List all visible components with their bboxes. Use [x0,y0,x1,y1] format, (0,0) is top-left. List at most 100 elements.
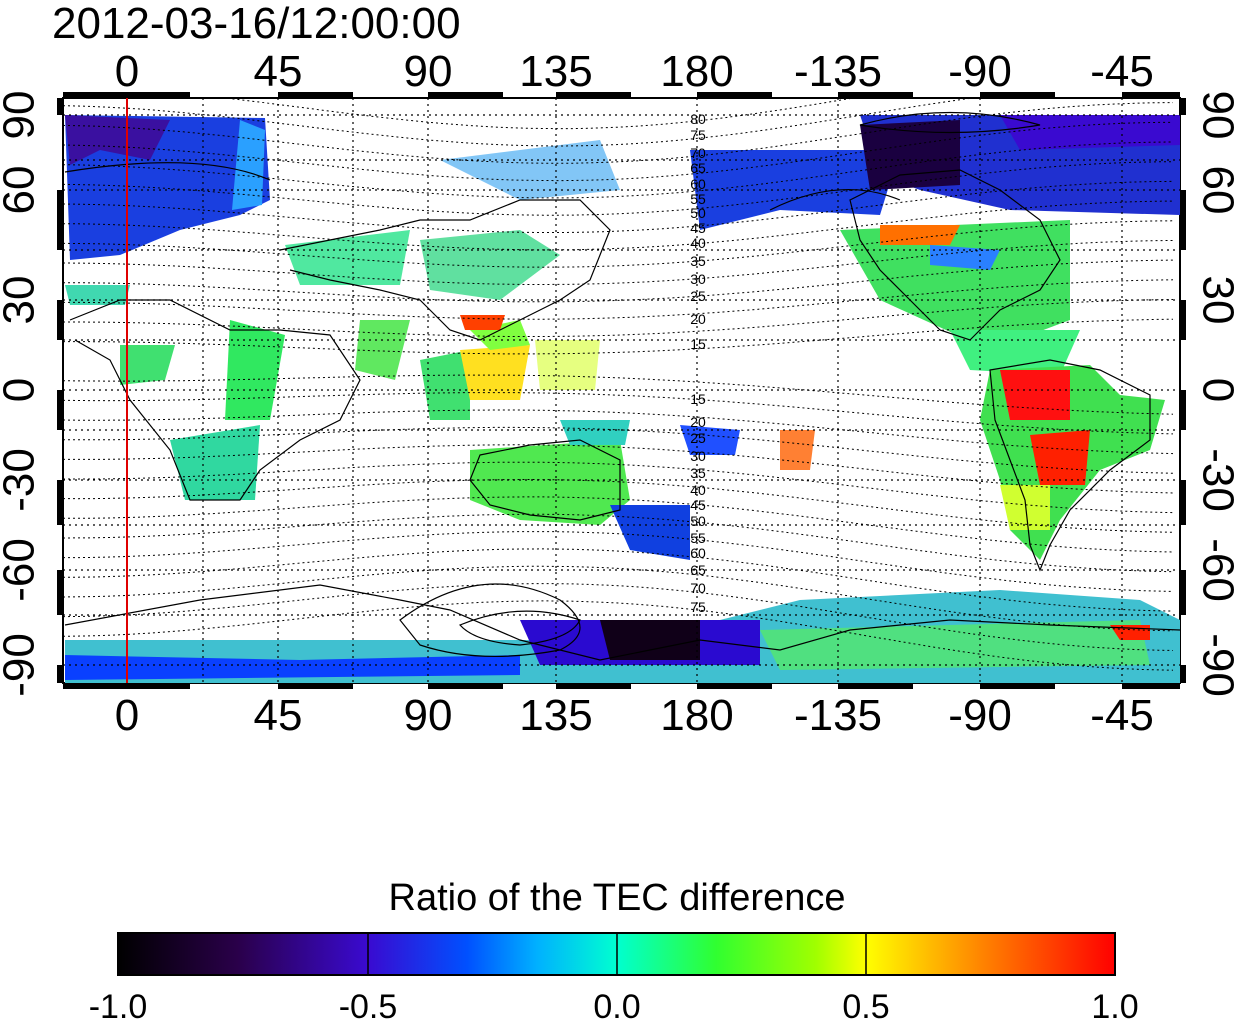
frame-tick [1122,92,1180,98]
latitude-tick-label: -30 [0,448,44,512]
contour-line [63,478,1174,533]
contour-label: 65 [690,562,706,578]
left-latitude-axis: 90 60 30 0 -30 -60 -90 [0,91,44,697]
latitude-tick-label: -90 [0,633,44,697]
latitude-tick-label: 60 [1193,166,1240,215]
frame-tick [57,665,63,683]
contour-label: 60 [690,545,706,561]
contour-label: 35 [690,253,706,269]
colorbar-tick-label: 0.0 [593,988,640,1024]
longitude-tick-label: -135 [794,691,882,740]
magnetic-latitude-contours [63,98,1174,671]
frame-tick [1122,683,1180,689]
latitude-tick-label: -30 [1193,448,1240,512]
frame-tick [57,570,63,615]
contour-line [63,392,1174,435]
contour-label: 75 [690,599,706,615]
longitude-tick-label: -45 [1090,47,1154,96]
contour-label: 80 [690,111,706,127]
contour-line [63,531,1174,592]
longitude-tick-label: -90 [948,691,1012,740]
frame-tick [697,683,772,689]
frame-tick [980,92,1055,98]
latitude-tick-label: 30 [0,276,44,325]
contour-label: 55 [690,530,706,546]
longitude-tick-label: 0 [115,691,139,740]
longitude-tick-label: -45 [1090,691,1154,740]
contour-line [63,259,1174,303]
frame-tick [1180,665,1186,683]
colorbar-tick-label: 0.5 [842,988,889,1024]
contour-label: 50 [690,513,706,529]
contour-line [63,444,1174,494]
contour-line [63,299,1174,337]
latitude-tick-label: 60 [0,166,44,215]
latitude-tick-label: 30 [1193,276,1240,325]
contour-label: 65 [690,160,706,176]
colorbar-title: Ratio of the TEC difference [389,877,846,919]
contour-line [63,513,1174,573]
frame-tick [57,300,63,340]
colorbar-tick-label: 1.0 [1091,988,1138,1024]
contour-label: 35 [690,465,706,481]
latitude-tick-label: 90 [0,91,44,140]
contour-line [63,426,1174,474]
longitude-tick-label: 45 [254,47,303,96]
longitude-tick-label: -135 [794,47,882,96]
contour-line [63,583,1174,651]
frame-tick [57,390,63,430]
latitude-tick-label: -60 [0,538,44,602]
contour-label: 40 [690,482,706,498]
contour-line [63,279,1174,320]
contour-label-group: 8075706560555045403530252015152025303540… [690,111,706,615]
frame-tick [1180,190,1186,250]
frame-tick [57,480,63,525]
contour-line [63,565,1174,632]
contour-line [63,102,1174,164]
contour-label: 25 [690,430,706,446]
frame-tick [57,190,63,250]
frame-tick [1180,390,1186,430]
right-latitude-axis: 90 60 30 0 -30 -60 -90 [1193,91,1240,697]
contour-label: 40 [690,235,706,251]
contour-label: 15 [690,336,706,352]
longitude-tick-label: 135 [519,47,592,96]
contour-line [63,161,1174,216]
frame-tick [63,92,190,98]
contour-label: 55 [690,191,706,207]
contour-label: 30 [690,448,706,464]
latitude-tick-label: -60 [1193,538,1240,602]
contour-line [63,98,976,147]
frame-tick [428,92,503,98]
bottom-longitude-axis: 0 45 90 135 180 -135 -90 -45 [115,691,1154,740]
contour-label: 25 [690,288,706,304]
figure-title: 2012-03-16/12:00:00 [52,0,461,48]
latitude-tick-label: -90 [1193,633,1240,697]
frame-tick [556,683,631,689]
longitude-tick-label: 90 [404,691,453,740]
frame-tick [838,92,913,98]
tec-data-layer [65,115,1180,683]
latitude-tick-label: 0 [0,378,44,402]
contour-label: 45 [690,220,706,236]
contour-line [221,98,857,130]
frame-tick [980,683,1055,689]
longitude-tick-label: 180 [660,47,733,96]
contour-label: 70 [690,145,706,161]
contour-label: 60 [690,176,706,192]
frame-tick [1180,480,1186,525]
contour-line [63,200,1174,251]
frame-tick [1180,570,1186,615]
contour-line [63,461,1174,514]
frame-tick [1180,300,1186,340]
contour-line [63,548,1174,612]
contour-label: 20 [690,414,706,430]
contour-label: 15 [690,391,706,407]
contour-line [63,496,1174,553]
frame-tick [57,98,63,115]
colorbar-tick-labels: -1.0 -0.5 0.0 0.5 1.0 [89,933,1139,1024]
contour-label: 75 [690,127,706,143]
contour-line [63,240,1174,285]
frame-tick [278,92,353,98]
